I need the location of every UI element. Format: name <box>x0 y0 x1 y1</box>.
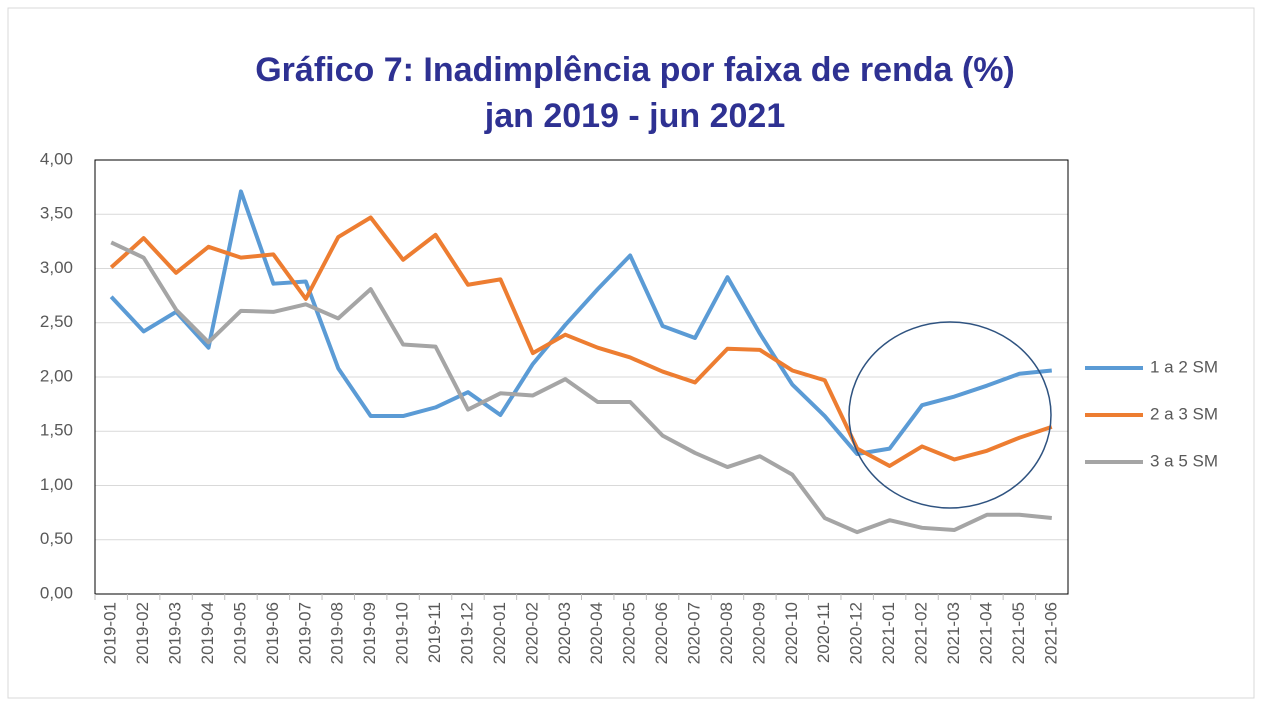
x-tick-label: 2019-10 <box>393 602 412 664</box>
highlight-circle <box>848 321 1052 509</box>
legend-label: 1 a 2 SM <box>1150 357 1218 376</box>
x-tick-label: 2020-12 <box>847 602 866 664</box>
x-tick-label: 2021-01 <box>879 602 898 664</box>
chart-title: Gráfico 7: Inadimplência por faixa de re… <box>255 51 1015 89</box>
x-tick-label: 2021-06 <box>1041 602 1060 664</box>
series-line <box>109 215 1053 468</box>
chart-subtitle: jan 2019 - jun 2021 <box>484 97 786 135</box>
y-tick-label: 3,50 <box>40 204 73 223</box>
x-tick-label: 2020-04 <box>587 602 606 664</box>
x-tick-label: 2020-05 <box>620 602 639 664</box>
y-tick-label: 0,50 <box>40 529 73 548</box>
legend-label: 2 a 3 SM <box>1150 404 1218 423</box>
y-tick-label: 1,50 <box>40 421 73 440</box>
x-tick-label: 2020-07 <box>685 602 704 664</box>
x-tick-label: 2019-01 <box>101 602 120 664</box>
series-line <box>109 189 1052 457</box>
y-tick-label: 0,00 <box>40 583 73 602</box>
chart-frame <box>7 7 1255 699</box>
x-tick-label: 2019-05 <box>230 602 249 664</box>
x-tick-label: 2021-04 <box>976 602 995 664</box>
x-tick-label: 2020-10 <box>782 602 801 664</box>
x-tick-label: 2021-02 <box>912 602 931 664</box>
x-tick-label: 2019-08 <box>328 602 347 664</box>
x-tick-label: 2020-11 <box>814 602 833 663</box>
y-tick-label: 3,00 <box>40 258 73 277</box>
x-tick-label: 2019-11 <box>425 602 444 663</box>
x-tick-label: 2020-02 <box>522 602 541 664</box>
x-tick-label: 2020-03 <box>555 602 574 664</box>
y-tick-label: 2,50 <box>40 312 73 331</box>
x-tick-label: 2019-03 <box>166 602 185 664</box>
x-tick-label: 2021-03 <box>944 602 963 664</box>
x-tick-label: 2019-12 <box>457 602 476 664</box>
series-line <box>110 240 1052 535</box>
x-tick-label: 2019-06 <box>263 602 282 664</box>
x-tick-label: 2020-08 <box>717 602 736 664</box>
x-tick-label: 2019-09 <box>360 602 379 664</box>
legend-label: 3 a 5 SM <box>1150 451 1218 470</box>
y-tick-label: 4,00 <box>40 149 73 168</box>
x-tick-label: 2019-02 <box>133 602 152 664</box>
x-tick-label: 2020-01 <box>490 602 509 664</box>
y-tick-label: 2,00 <box>40 366 73 385</box>
y-tick-label: 1,00 <box>40 475 73 494</box>
x-tick-label: 2020-06 <box>652 602 671 664</box>
x-tick-label: 2019-07 <box>295 602 314 664</box>
x-tick-label: 2019-04 <box>198 602 217 664</box>
x-tick-label: 2021-05 <box>1009 602 1028 664</box>
x-tick-label: 2020-09 <box>749 602 768 664</box>
